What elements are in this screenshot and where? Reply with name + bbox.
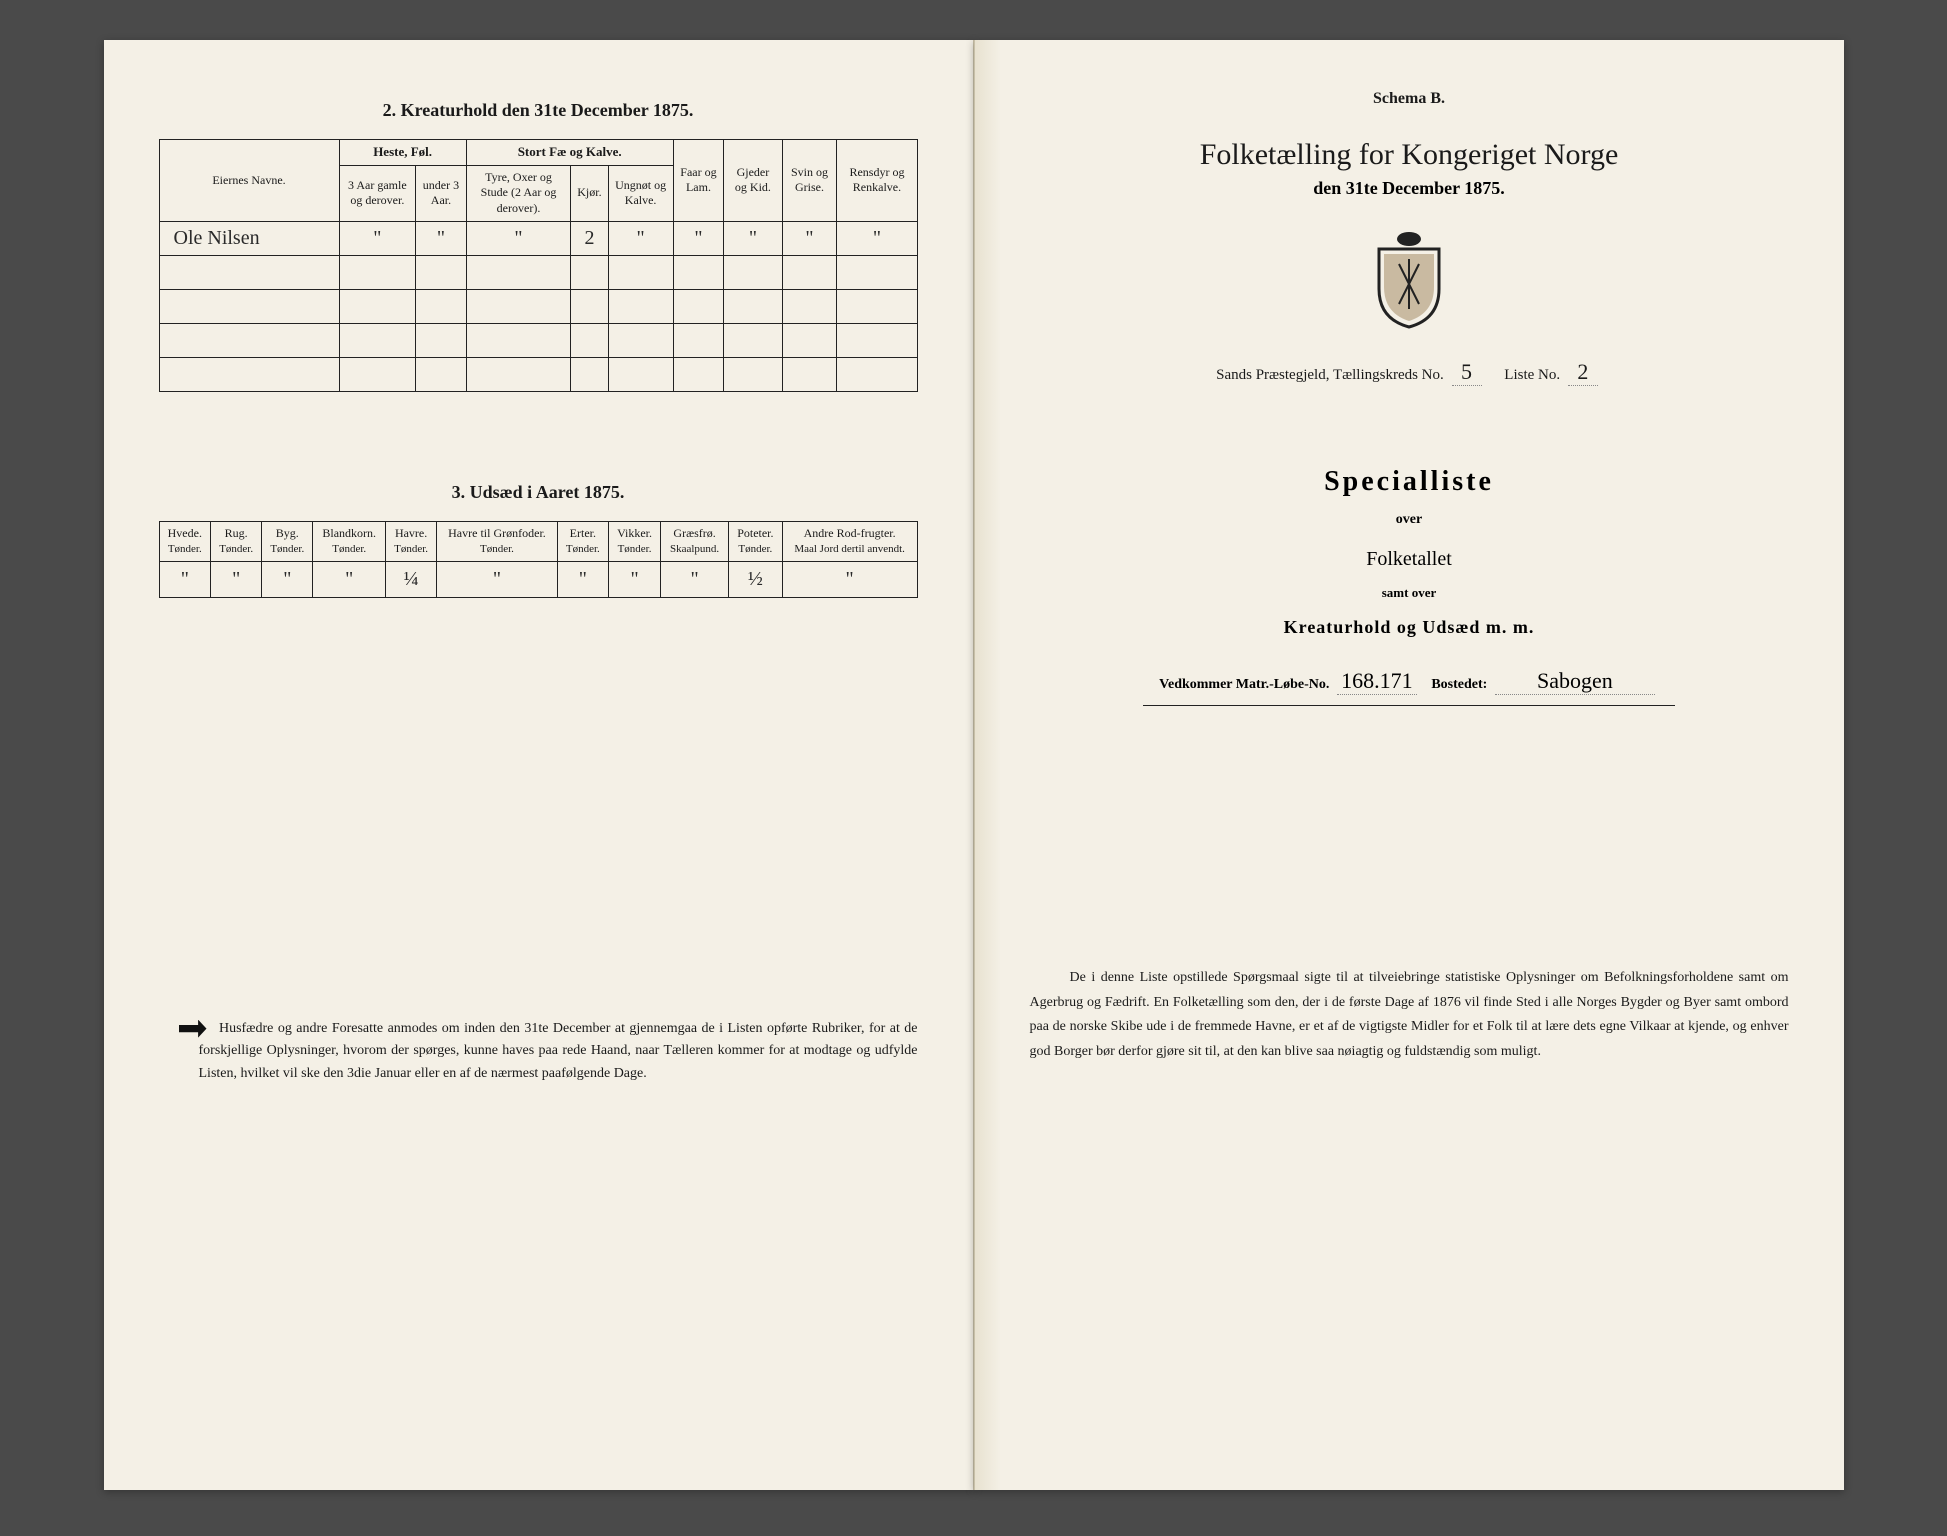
census-date: den 31te December 1875. (1030, 178, 1789, 199)
col-horse-a: 3 Aar gamle og derover. (339, 165, 416, 221)
kreatur-heading: Kreaturhold og Udsæd m. m. (1030, 617, 1789, 638)
table-row: " " " " ¼ " " " " ½ " (159, 561, 917, 597)
col-byg: Byg.Tønder. (262, 521, 313, 561)
livestock-table: Eiernes Navne. Heste, Føl. Stort Fæ og K… (159, 139, 918, 392)
folketallet-label: Folketallet (1030, 548, 1789, 571)
col-rug: Rug.Tønder. (211, 521, 262, 561)
liste-no: 2 (1568, 359, 1598, 386)
col-cattle-b: Kjør. (571, 165, 608, 221)
col-graesfro: Græsfrø.Skaalpund. (661, 521, 729, 561)
right-bottom-paragraph: De i denne Liste opstillede Spørgsmaal s… (1030, 966, 1789, 1064)
section2-title: 2. Kreaturhold den 31te December 1875. (159, 100, 918, 121)
seed-table: Hvede.Tønder. Rug.Tønder. Byg.Tønder. Bl… (159, 521, 918, 598)
col-blandkorn: Blandkorn.Tønder. (313, 521, 386, 561)
divider (1143, 705, 1674, 706)
left-footnote: Husfædre og andre Foresatte anmodes om i… (159, 1018, 918, 1085)
matr-no: 168.171 (1337, 668, 1417, 695)
schema-label: Schema B. (1030, 90, 1789, 108)
right-page: Schema B. Folketælling for Kongeriget No… (974, 40, 1844, 1490)
samt-label: samt over (1030, 585, 1789, 601)
col-horse-b: under 3 Aar. (416, 165, 467, 221)
table-row (159, 357, 917, 391)
section3-title: 3. Udsæd i Aaret 1875. (159, 482, 918, 503)
bostedet: Sabogen (1495, 668, 1655, 695)
col-vikker: Vikker.Tønder. (608, 521, 660, 561)
col-goats: Gjeder og Kid. (724, 140, 782, 222)
col-pigs: Svin og Grise. (782, 140, 837, 222)
census-title: Folketælling for Kongeriget Norge (1030, 138, 1789, 172)
col-cattle-c: Ungnøt og Kalve. (608, 165, 673, 221)
livestock-rows: Ole Nilsen " " " 2 " " " " " (159, 221, 917, 391)
col-rodfrugter: Andre Rod-frugter.Maal Jord dertil anven… (782, 521, 917, 561)
pointer-icon (179, 1020, 207, 1038)
col-havre: Havre.Tønder. (386, 521, 437, 561)
table-row (159, 289, 917, 323)
table-row: Ole Nilsen " " " 2 " " " " " (159, 221, 917, 255)
district-no: 5 (1452, 359, 1482, 386)
table-row (159, 323, 917, 357)
specialliste-heading: Specialliste (1030, 466, 1789, 498)
coat-of-arms-icon (1364, 229, 1454, 329)
col-hvede: Hvede.Tønder. (159, 521, 211, 561)
col-havre-gron: Havre til Grønfoder.Tønder. (437, 521, 558, 561)
col-erter: Erter.Tønder. (557, 521, 608, 561)
book-spread: 2. Kreaturhold den 31te December 1875. E… (104, 40, 1844, 1490)
district-line: Sands Præstegjeld, Tællingskreds No. 5 L… (1030, 359, 1789, 386)
col-owner: Eiernes Navne. (159, 140, 339, 222)
col-cattle-a: Tyre, Oxer og Stude (2 Aar og derover). (466, 165, 571, 221)
col-sheep: Faar og Lam. (673, 140, 724, 222)
vedkommer-line: Vedkommer Matr.-Løbe-No. 168.171 Bostede… (1030, 668, 1789, 695)
over-label: over (1030, 512, 1789, 528)
group-horses: Heste, Føl. (339, 140, 466, 166)
col-reindeer: Rensdyr og Renkalve. (837, 140, 917, 222)
col-poteter: Poteter.Tønder. (728, 521, 782, 561)
table-row (159, 255, 917, 289)
left-page: 2. Kreaturhold den 31te December 1875. E… (104, 40, 974, 1490)
group-cattle: Stort Fæ og Kalve. (466, 140, 673, 166)
